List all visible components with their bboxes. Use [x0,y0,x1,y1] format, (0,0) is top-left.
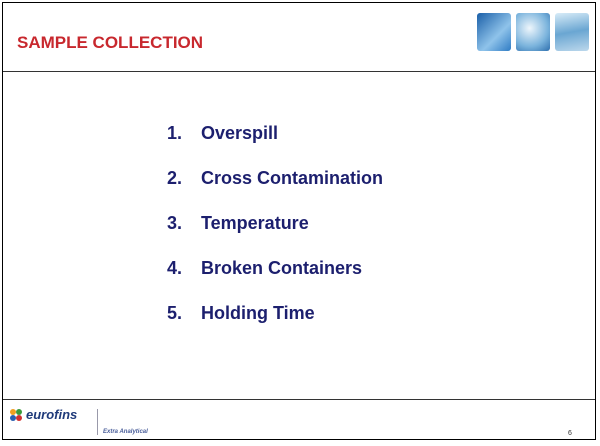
page: SAMPLE COLLECTION 1.Overspill2.Cross Con… [0,2,600,446]
logo-text: eurofins [26,407,77,422]
list-item: 4.Broken Containers [167,258,383,303]
header-images [477,13,589,51]
item-text: Cross Contamination [201,168,383,188]
tagline: Extra Analytical [103,429,148,435]
list-item: 5.Holding Time [167,303,383,348]
list-item: 3.Temperature [167,213,383,258]
item-number: 3. [167,213,201,234]
item-text: Holding Time [201,303,315,323]
logo: eurofins [9,407,77,422]
item-text: Temperature [201,213,309,233]
separator [97,409,98,435]
header-rule [3,71,595,72]
item-number: 1. [167,123,201,144]
item-text: Overspill [201,123,278,143]
list-item: 2.Cross Contamination [167,168,383,213]
item-text: Broken Containers [201,258,362,278]
item-number: 4. [167,258,201,279]
page-number: 6 [568,430,572,437]
logo-icon [9,408,23,422]
image [555,13,589,51]
image [477,13,511,51]
item-number: 5. [167,303,201,324]
list-item: 1.Overspill [167,123,383,168]
item-number: 2. [167,168,201,189]
slide-title: SAMPLE COLLECTION [17,33,203,53]
footer-rule [3,399,595,400]
image [516,13,550,51]
